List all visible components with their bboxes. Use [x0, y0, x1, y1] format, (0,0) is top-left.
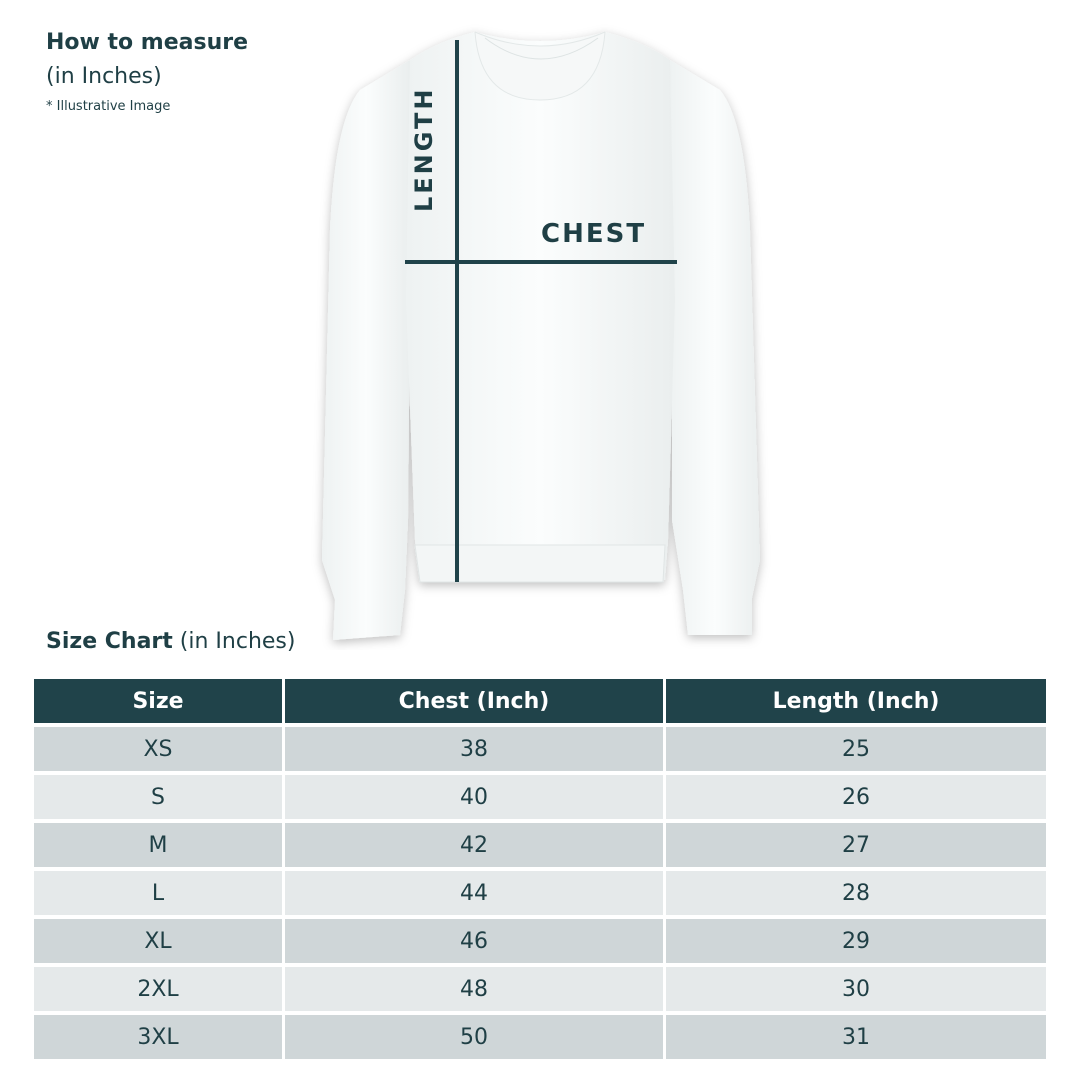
- table-cell: L: [34, 871, 282, 915]
- table-cell: 29: [666, 919, 1046, 963]
- table-cell: 31: [666, 1015, 1046, 1059]
- size-chart-title-text: Size Chart: [46, 629, 173, 654]
- table-header-cell: Length (Inch): [666, 679, 1046, 723]
- table-cell: 30: [666, 967, 1046, 1011]
- table-cell: M: [34, 823, 282, 867]
- how-to-measure-title: How to measure: [46, 30, 249, 55]
- table-cell: 28: [666, 871, 1046, 915]
- table-cell: S: [34, 775, 282, 819]
- table-header-cell: Chest (Inch): [285, 679, 663, 723]
- table-cell: 44: [285, 871, 663, 915]
- table-cell: 40: [285, 775, 663, 819]
- length-label: LENGTH: [410, 86, 438, 212]
- size-chart-unit: (in Inches): [179, 629, 296, 654]
- table-cell: 3XL: [34, 1015, 282, 1059]
- table-cell: 38: [285, 727, 663, 771]
- size-chart-title: Size Chart (in Inches): [46, 629, 295, 654]
- table-cell: 2XL: [34, 967, 282, 1011]
- chest-label: CHEST: [541, 219, 647, 249]
- how-to-measure-unit: (in Inches): [46, 64, 162, 89]
- table-cell: 50: [285, 1015, 663, 1059]
- table-cell: 25: [666, 727, 1046, 771]
- table-cell: XL: [34, 919, 282, 963]
- table-header-cell: Size: [34, 679, 282, 723]
- sweatshirt-illustration: [322, 31, 760, 640]
- table-cell: 48: [285, 967, 663, 1011]
- table-cell: 42: [285, 823, 663, 867]
- table-cell: 27: [666, 823, 1046, 867]
- illustrative-note: * Illustrative Image: [46, 99, 171, 114]
- table-cell: XS: [34, 727, 282, 771]
- table-cell: 46: [285, 919, 663, 963]
- table-cell: 26: [666, 775, 1046, 819]
